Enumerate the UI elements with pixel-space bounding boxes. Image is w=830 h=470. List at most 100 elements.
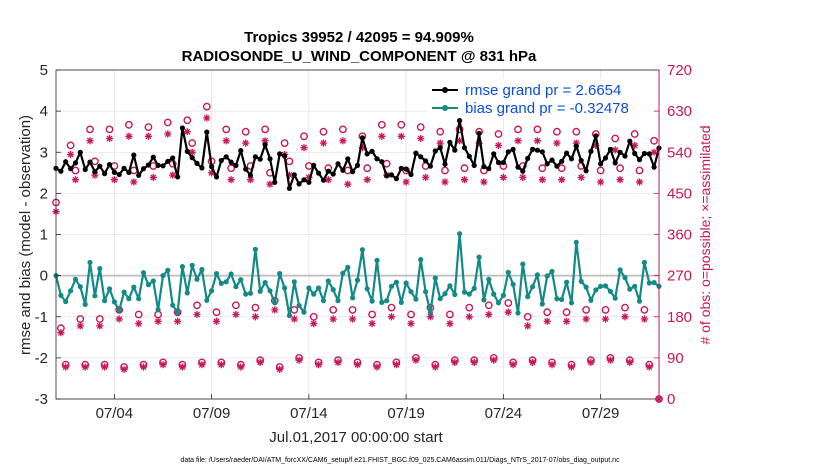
bias-point <box>466 291 472 297</box>
obs-assimilated-point <box>519 173 527 181</box>
obs-assimilated-point <box>324 176 332 184</box>
rmse-point <box>491 151 497 157</box>
y-tick-label: -1 <box>35 309 48 326</box>
rmse-point <box>199 165 205 171</box>
obs-assimilated-point <box>470 358 478 366</box>
obs-assimilated-point <box>169 171 177 179</box>
rmse-point <box>505 149 511 155</box>
obs-possible-point <box>407 310 415 319</box>
rmse-point <box>223 154 229 160</box>
y2-tick-label: 540 <box>667 144 692 161</box>
obs-assimilated-point <box>86 137 94 145</box>
bias-point <box>194 276 200 282</box>
obs-assimilated-point <box>426 313 434 321</box>
obs-possible-point <box>582 305 590 314</box>
obs-assimilated-point <box>422 173 430 181</box>
bias-point <box>607 288 614 294</box>
rmse-point <box>651 164 657 170</box>
rmse-point <box>559 158 565 164</box>
obs-possible-point <box>601 305 610 314</box>
bias-point <box>145 282 151 288</box>
rmse-point <box>452 147 458 153</box>
x-tick-label: 07/29 <box>582 405 620 422</box>
rmse-point <box>539 149 545 155</box>
bias-point <box>116 307 122 313</box>
obs-possible-point <box>251 303 260 312</box>
obs-assimilated-point <box>62 363 70 371</box>
bias-point <box>593 287 599 293</box>
rmse-point <box>233 162 239 168</box>
bias-point <box>131 284 137 290</box>
bias-point <box>442 291 448 297</box>
obs-assimilated-point <box>373 363 381 371</box>
bias-point <box>252 246 258 252</box>
obs-assimilated-point <box>626 358 634 366</box>
bias-point <box>189 262 195 268</box>
obs-possible-point <box>368 310 376 319</box>
rmse-point <box>316 170 322 176</box>
obs-assimilated-point <box>310 320 318 328</box>
bias-point <box>598 283 604 289</box>
obs-assimilated-point <box>538 176 546 184</box>
obs-assimilated-point <box>460 176 469 184</box>
obs-assimilated-point <box>183 128 191 136</box>
obs-possible-point <box>319 127 328 136</box>
obs-possible-point <box>538 164 547 173</box>
legend-bias-label: bias grand pr = -0.32478 <box>465 100 629 117</box>
obs-assimilated-point <box>543 317 551 325</box>
obs-assimilated-point <box>572 139 580 147</box>
rmse-point <box>252 154 258 160</box>
obs-assimilated-point <box>315 361 323 369</box>
bias-point <box>340 270 346 276</box>
bias-point <box>204 297 210 303</box>
x-tick-label: 07/04 <box>96 405 134 422</box>
rmse-point <box>466 153 472 159</box>
bias-point <box>491 291 497 297</box>
obs-assimilated-point <box>188 148 196 156</box>
bias-point <box>564 279 570 285</box>
obs-possible-point <box>387 303 396 312</box>
right-axis: 0 90 180 270 360 450 540 630 720 <box>654 62 692 408</box>
left-axis: -3 -2 -1 0 1 2 3 4 5 <box>35 62 61 408</box>
obs-assimilated-point <box>616 176 624 184</box>
rmse-point <box>306 179 312 185</box>
obs-assimilated-point <box>645 363 653 371</box>
rmse-point <box>184 148 190 154</box>
y2-tick-label: 720 <box>667 62 692 79</box>
obs-assimilated-point <box>451 358 459 366</box>
obs-assimilated-point <box>567 363 576 371</box>
obs-possible-point <box>86 125 94 134</box>
rmse-point <box>364 151 370 157</box>
rmse-point <box>213 174 220 180</box>
rmse-point <box>549 157 555 163</box>
obs-assimilated-point <box>553 139 561 147</box>
rmse-point <box>568 156 575 162</box>
rmse-point <box>636 157 643 163</box>
bias-point <box>427 310 433 316</box>
rmse-point <box>150 154 156 160</box>
rmse-point <box>374 156 380 162</box>
obs-assimilated-point <box>601 315 610 323</box>
rmse-point <box>525 155 531 161</box>
obs-assimilated-point <box>222 137 230 145</box>
rmse-point <box>461 145 468 151</box>
obs-assimilated-point <box>290 315 298 323</box>
bias-point <box>612 295 618 301</box>
obs-assimilated-point <box>178 363 186 371</box>
bias-point <box>58 292 64 298</box>
rmse-point <box>632 150 638 157</box>
obs-assimilated-point <box>558 176 566 184</box>
obs-possible-point <box>300 132 308 141</box>
rmse-point <box>564 150 570 156</box>
rmse-point <box>296 181 302 187</box>
rmse-point <box>267 156 273 162</box>
obs-possible-point <box>188 139 197 148</box>
bias-point <box>296 303 302 309</box>
obs-possible-point <box>543 308 552 317</box>
bias-point <box>476 254 482 260</box>
obs-assimilated-point <box>533 137 541 145</box>
rmse-point <box>515 164 521 170</box>
bias-point <box>209 288 215 294</box>
y-tick-label: -3 <box>35 391 48 408</box>
